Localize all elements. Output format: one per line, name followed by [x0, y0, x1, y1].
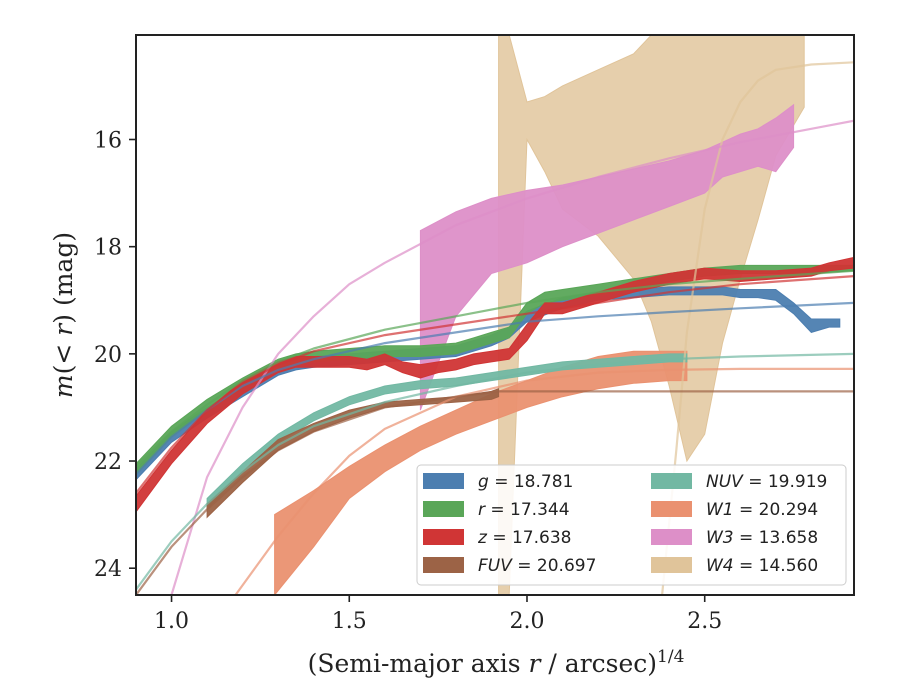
legend-swatch-w4: [651, 557, 692, 573]
y-axis-title: m(< r) (mag): [49, 232, 78, 398]
legend-label-w4: W4 = 14.560: [706, 556, 818, 576]
legend-swatch-w1: [651, 501, 692, 517]
plot-frame: [135, 34, 855, 596]
legend: g = 18.781 r = 17.344 z = 17.638 FUV = 20.6…: [416, 464, 847, 586]
x-tick-label: 2.0: [509, 609, 544, 634]
x-tick-label: 2.5: [687, 609, 722, 634]
y-tick-label: 24: [94, 557, 122, 582]
legend-swatch-z: [423, 529, 464, 545]
y-tick-label: 20: [94, 343, 122, 368]
fit-line-fuv: [136, 390, 854, 595]
legend-swatch-w3: [651, 529, 692, 545]
band-layer: [136, 35, 854, 595]
y-tick-label: 16: [94, 128, 122, 153]
y-axis: 16 18 20 22 24: [94, 128, 136, 582]
legend-label-nuv: NUV = 19.919: [706, 472, 827, 492]
band-nuv: [206, 353, 688, 511]
fit-line-r: [136, 269, 854, 468]
legend-label-w1: W1 = 20.294: [706, 500, 818, 520]
legend-swatch-g: [423, 473, 464, 489]
legend-label-r: r = 17.344: [478, 500, 570, 520]
legend-swatch-r: [423, 501, 464, 517]
x-axis-title: (Semi-major axis r / arcsec)1/4: [308, 647, 685, 678]
x-tick-label: 1.0: [154, 609, 189, 634]
fit-line-nuv: [136, 352, 854, 591]
fit-layer: [136, 61, 854, 595]
x-axis: 1.0 1.5 2.0 2.5: [154, 595, 722, 634]
y-tick-label: 22: [94, 450, 122, 475]
legend-label-w3: W3 = 13.658: [706, 528, 818, 548]
legend-label-g: g = 18.781: [478, 472, 573, 492]
legend-swatch-fuv: [423, 557, 464, 573]
fit-line-w3: [170, 119, 854, 595]
legend-label-fuv: FUV = 20.697: [478, 556, 596, 576]
y-tick-label: 18: [94, 236, 122, 261]
legend-swatch-nuv: [651, 473, 692, 489]
legend-label-z: z = 17.638: [477, 528, 571, 548]
legend-frame: [416, 464, 847, 586]
x-tick-label: 1.5: [332, 609, 367, 634]
fit-line-z: [136, 275, 854, 494]
band-z: [136, 256, 854, 513]
